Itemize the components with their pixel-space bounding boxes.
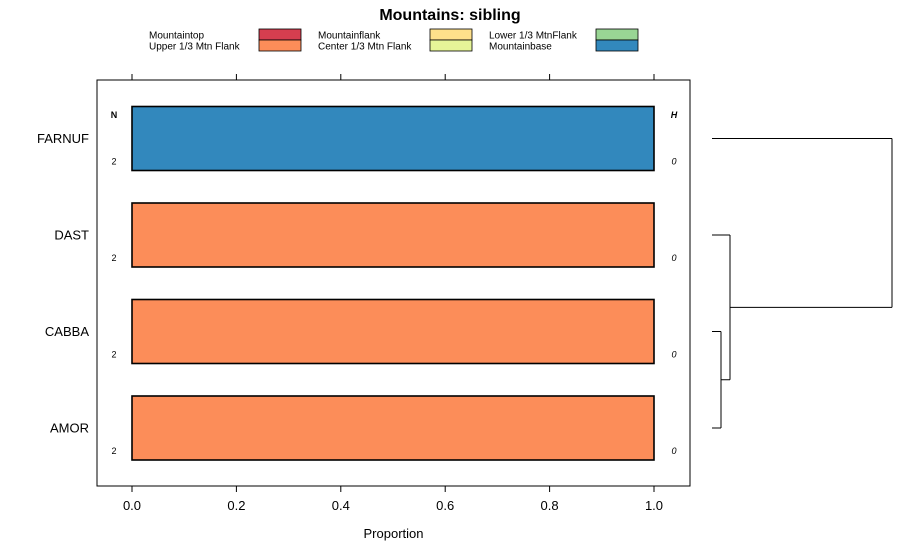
h-value: 0	[671, 350, 676, 360]
x-tick-label: 0.6	[436, 498, 454, 513]
n-value: 2	[111, 446, 116, 456]
n-value: 2	[111, 350, 116, 360]
dendrogram	[712, 138, 893, 429]
h-value: 0	[671, 157, 676, 167]
category-label: AMOR	[50, 421, 89, 436]
x-tick-label: 0.0	[123, 498, 141, 513]
n-value: 2	[111, 157, 116, 167]
legend-swatch	[595, 28, 639, 41]
h-value: 0	[671, 253, 676, 263]
bar-segment	[131, 395, 655, 461]
bar-segment	[131, 298, 655, 365]
x-axis: 0.0 0.2 0.4 0.6 0.8 1.0	[123, 74, 663, 513]
x-tick-label: 0.2	[227, 498, 245, 513]
legend-label: Center 1/3 Mtn Flank	[318, 42, 412, 53]
legend-label: Upper 1/3 Mtn Flank	[149, 42, 241, 53]
bar-segment	[131, 105, 655, 172]
legend-swatch	[258, 28, 302, 41]
legend-swatch	[429, 28, 473, 41]
x-axis-label: Proportion	[364, 526, 424, 541]
legend-label: Mountainbase	[489, 42, 552, 53]
legend-swatch	[429, 39, 473, 52]
legend-label: Lower 1/3 MtnFlank	[489, 31, 578, 42]
x-tick-label: 1.0	[645, 498, 663, 513]
legend-label: Mountaintop	[149, 31, 204, 42]
bar-rows: FARNUF 2 0 DAST 2 0 CABBA 2 0 AMOR 2 0	[37, 105, 677, 461]
x-tick-label: 0.8	[541, 498, 559, 513]
h-value: 0	[671, 446, 676, 456]
n-value: 2	[111, 253, 116, 263]
legend-swatch	[258, 39, 302, 52]
category-label: FARNUF	[37, 131, 89, 146]
n-column-header: N	[111, 110, 118, 120]
category-label: CABBA	[45, 324, 89, 339]
bar-segment	[131, 202, 655, 268]
legend-swatch	[595, 39, 639, 52]
x-tick-label: 0.4	[332, 498, 350, 513]
chart-title: Mountains: sibling	[379, 7, 520, 24]
legend-label: Mountainflank	[318, 31, 381, 42]
category-label: DAST	[54, 228, 89, 243]
plot-frame	[96, 79, 691, 487]
h-column-header: H	[671, 110, 678, 120]
